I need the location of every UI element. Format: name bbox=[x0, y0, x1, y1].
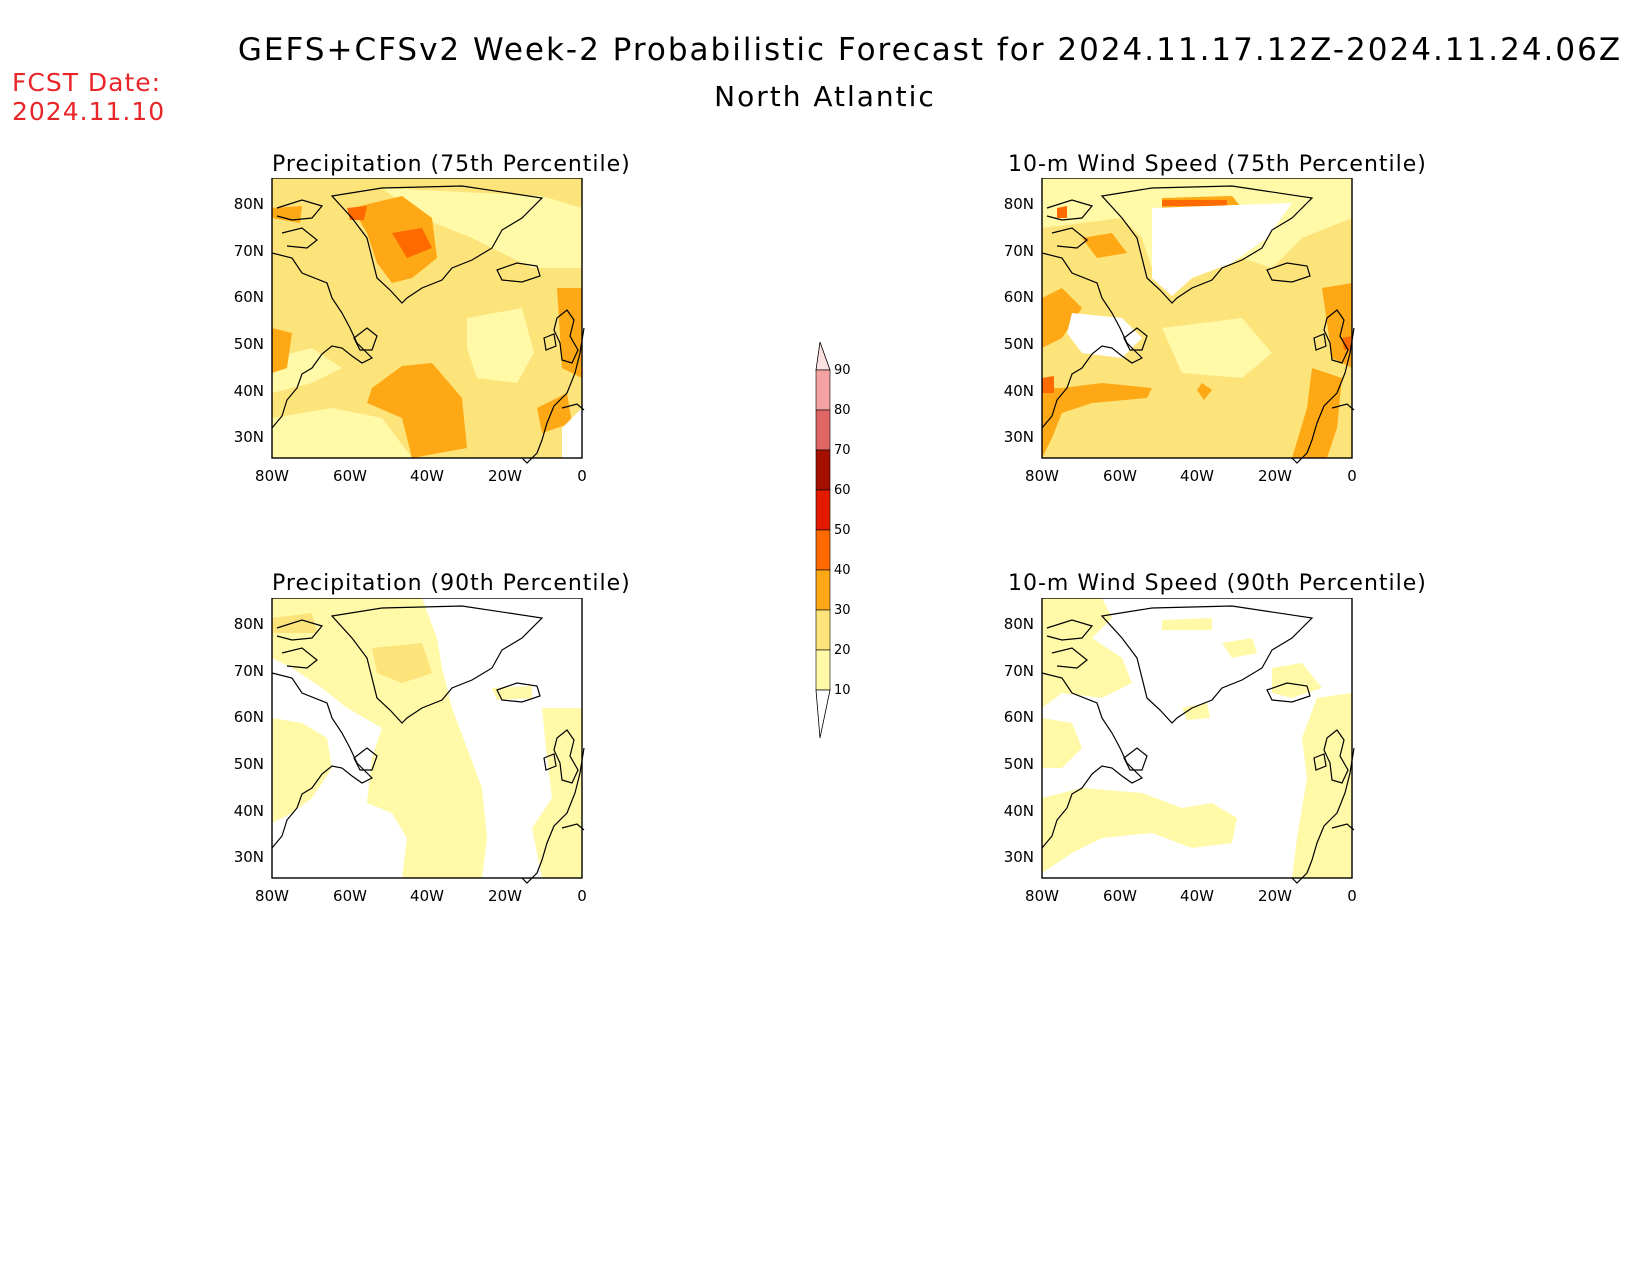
map-panel-precip90: 80N 70N 60N 50N 40N 30N 80W 60W 40W 20W … bbox=[232, 597, 612, 942]
panel-title-precip90: Precipitation (90th Percentile) bbox=[272, 571, 631, 596]
lon-label: 80W bbox=[1025, 887, 1059, 905]
lat-label: 70N bbox=[1004, 242, 1034, 260]
lon-label: 20W bbox=[1258, 887, 1292, 905]
lon-label: 0 bbox=[577, 467, 587, 485]
panel-title-wind75: 10-m Wind Speed (75th Percentile) bbox=[1008, 152, 1427, 177]
lat-label: 50N bbox=[234, 335, 264, 353]
map-panel-wind90: 80N 70N 60N 50N 40N 30N 80W 60W 40W 20W … bbox=[1002, 597, 1382, 942]
lat-label: 80N bbox=[1004, 615, 1034, 633]
lon-label: 20W bbox=[488, 887, 522, 905]
lon-label: 0 bbox=[1347, 887, 1357, 905]
lat-label: 50N bbox=[234, 755, 264, 773]
lat-label: 40N bbox=[234, 382, 264, 400]
lat-label: 60N bbox=[1004, 708, 1034, 726]
lon-label: 60W bbox=[1103, 887, 1137, 905]
lat-label: 40N bbox=[1004, 802, 1034, 820]
lat-label: 80N bbox=[1004, 195, 1034, 213]
fcst-date-caption: FCST Date: bbox=[12, 68, 162, 97]
colorbar-label: 90 bbox=[834, 363, 851, 378]
colorbar-label: 80 bbox=[834, 403, 851, 418]
region-subtitle: North Atlantic bbox=[714, 80, 936, 113]
lat-label: 30N bbox=[1004, 848, 1034, 866]
page-title: GEFS+CFSv2 Week-2 Probabilistic Forecast… bbox=[237, 32, 1623, 68]
map-panel-wind75: 80N 70N 60N 50N 40N 30N 80W 60W 40W 20W … bbox=[1002, 177, 1382, 522]
lon-label: 40W bbox=[1180, 887, 1214, 905]
lon-label: 40W bbox=[410, 887, 444, 905]
colorbar-label: 20 bbox=[834, 643, 851, 658]
lat-label: 50N bbox=[1004, 755, 1034, 773]
lat-label: 60N bbox=[1004, 288, 1034, 306]
lon-label: 80W bbox=[255, 467, 289, 485]
lon-label: 60W bbox=[333, 887, 367, 905]
colorbar-swatch-40 bbox=[815, 529, 831, 571]
forecast-date-label: FCST Date: 2024.11.10 bbox=[12, 68, 165, 126]
colorbar-label: 40 bbox=[834, 563, 851, 578]
colorbar-label: 30 bbox=[834, 603, 851, 618]
map-panel-precip75: 80N 70N 60N 50N 40N 30N 80W 60W 40W 20W … bbox=[232, 177, 612, 522]
colorbar-swatch-60 bbox=[815, 449, 831, 491]
lat-label: 30N bbox=[234, 848, 264, 866]
lat-label: 80N bbox=[234, 195, 264, 213]
lat-label: 40N bbox=[1004, 382, 1034, 400]
colorbar-label: 60 bbox=[834, 483, 851, 498]
lat-label: 70N bbox=[234, 662, 264, 680]
colorbar-swatch-20 bbox=[815, 609, 831, 651]
lat-label: 70N bbox=[234, 242, 264, 260]
lon-label: 60W bbox=[1103, 467, 1137, 485]
lat-label: 40N bbox=[234, 802, 264, 820]
lat-label: 80N bbox=[234, 615, 264, 633]
lon-label: 40W bbox=[1180, 467, 1214, 485]
lon-label: 80W bbox=[1025, 467, 1059, 485]
lon-label: 40W bbox=[410, 467, 444, 485]
lat-label: 30N bbox=[1004, 428, 1034, 446]
colorbar-swatch-70 bbox=[815, 409, 831, 451]
colorbar: 10 20 30 40 50 60 70 80 90 bbox=[808, 334, 868, 758]
lat-label: 50N bbox=[1004, 335, 1034, 353]
panel-title-wind90: 10-m Wind Speed (90th Percentile) bbox=[1008, 571, 1427, 596]
lon-label: 80W bbox=[255, 887, 289, 905]
colorbar-label: 70 bbox=[834, 443, 851, 458]
colorbar-swatch-50 bbox=[815, 489, 831, 531]
lat-label: 70N bbox=[1004, 662, 1034, 680]
lon-label: 0 bbox=[577, 887, 587, 905]
panel-title-precip75: Precipitation (75th Percentile) bbox=[272, 152, 631, 177]
colorbar-swatch-80 bbox=[815, 369, 831, 411]
colorbar-cap-top bbox=[815, 341, 831, 371]
lon-label: 0 bbox=[1347, 467, 1357, 485]
colorbar-swatch-10 bbox=[815, 649, 831, 691]
fcst-date-value: 2024.11.10 bbox=[12, 97, 166, 126]
lat-label: 60N bbox=[234, 708, 264, 726]
lon-label: 20W bbox=[488, 467, 522, 485]
lat-label: 30N bbox=[234, 428, 264, 446]
colorbar-swatch-30 bbox=[815, 569, 831, 611]
lon-label: 60W bbox=[333, 467, 367, 485]
lon-label: 20W bbox=[1258, 467, 1292, 485]
colorbar-label: 50 bbox=[834, 523, 851, 538]
colorbar-label: 10 bbox=[834, 683, 851, 698]
colorbar-cap-bottom bbox=[815, 689, 831, 739]
lat-label: 60N bbox=[234, 288, 264, 306]
